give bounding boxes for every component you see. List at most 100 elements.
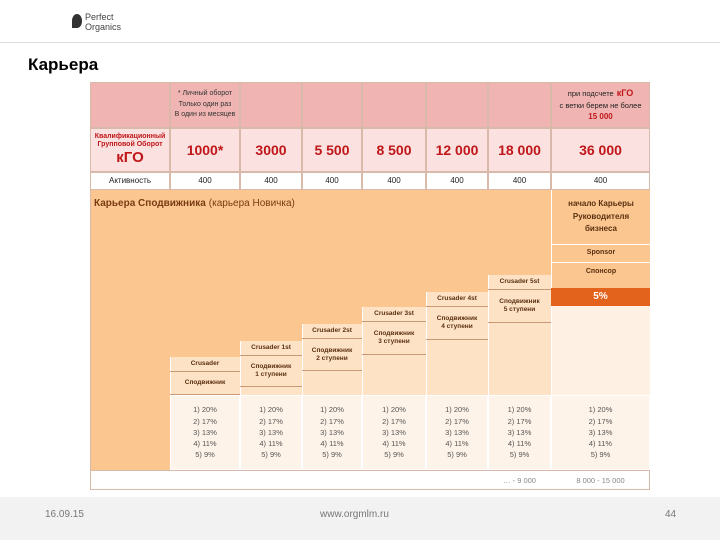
range-row [90,470,650,490]
bonus: 5) 9% [590,450,611,460]
bonus-cell: 1) 20% 2) 17% 3) 13% 4) 11% 5) 9% [488,395,551,470]
activity: 400 [450,176,464,186]
bonus: 4) 11% [320,439,344,449]
footer-page: 44 [665,509,677,520]
career-title: Карьера Сподвижника [94,198,206,209]
rank-en: Crusader 2st [312,327,352,335]
cap-em: кГО [616,88,634,99]
qual-abbr: кГО [116,149,144,167]
note-line: * Личный оборот [177,90,233,98]
rank-en-cell: Crusader 2st [302,324,362,339]
bonus-cell: 1) 20% 2) 17% 3) 13% 4) 11% 5) 9% [426,395,488,470]
volume-cell: 1000* [170,128,240,172]
bonus-cell: 1) 20% 2) 17% 3) 13% 4) 11% 5) 9% [362,395,426,470]
bonus: 5) 9% [322,450,342,460]
bonus-cell: 1) 20% 2) 17% 3) 13% 4) 11% 5) 9% [302,395,362,470]
bonus: 4) 11% [259,439,283,449]
footer-url: www.orgmlm.ru [320,509,389,520]
activity-cell: 400 [302,172,362,190]
bonus: 4) 11% [507,439,532,449]
bonus: 3) 13% [588,427,613,437]
volume: 36 000 [579,141,622,158]
rank-en: Crusader [190,360,220,368]
leader-en-cell: Sponsor [551,245,650,263]
bonus: 2) 17% [193,416,217,426]
bonus: 4) 11% [445,439,469,449]
rank-ru-cell: Сподвижник 2 ступени [302,339,362,371]
leader-title: начало Карьеры Руководителя бизнеса [568,198,634,234]
rank-ru: Сподвижник 2 ступени [311,346,353,362]
rank-ru-cell: Сподвижник 5 ступени [488,290,551,323]
rank-en: Crusader 3st [374,310,414,318]
bonus: 1) 20% [320,405,344,415]
volume: 1000* [186,141,224,158]
footer-date: 16.09.15 [45,509,84,520]
leader-bonus: 5% [593,291,608,302]
cap-pre: при подсчете [567,89,614,99]
volume-cell: 18 000 [488,128,551,172]
bonus: 4) 11% [382,439,406,449]
rank-ru: Сподвижник 5 ступени [499,298,540,313]
volume-cell: 8 500 [362,128,426,172]
logo-line: Organics [85,22,122,32]
leader-ru: Спонсор [585,267,617,275]
rank-ru: Сподвижник 4 ступени [436,315,478,330]
bonus: 5) 9% [509,450,530,460]
bonus: 2) 17% [445,416,469,426]
note-cell [240,82,302,128]
note-line: В один из месяцев [174,111,236,119]
leader-title-cell: начало Карьеры Руководителя бизнеса [551,190,650,245]
activity-cell: 400 [240,172,302,190]
rank-ru: Сподвижник 3 ступени [373,330,415,345]
note-cell [302,82,362,128]
rank-en-cell: Crusader [170,357,240,372]
bottom-rule [0,497,720,540]
leader-ru-cell: Спонсор [551,263,650,281]
bonus: 5) 9% [447,450,467,460]
career-sub: (карьера Новичка) [208,198,295,209]
rank-en-cell: Crusader 1st [240,341,302,356]
rank-en-cell: Crusader 5st [488,275,551,290]
activity: 400 [198,176,212,186]
volume: 8 500 [376,141,412,158]
activity: 400 [325,176,339,186]
volume-cell: 5 500 [302,128,362,172]
volume-cell: 3000 [240,128,302,172]
note-cell [426,82,488,128]
note-cell: при подсчете кГО с ветки берем не более 15 … [551,82,650,128]
bonus: 3) 13% [259,427,283,437]
bonus: 5) 9% [261,450,281,460]
qual-label: Квалификационный Групповой Оборот [94,132,166,148]
note-cell [488,82,551,128]
leader-bonus-cell: 5% [551,288,650,306]
range: 8 000 - 15 000 [576,475,625,485]
bonus: 3) 13% [507,427,532,437]
range-cell: … - 9 000 [488,470,551,490]
volume: 12 000 [435,141,479,158]
activity: 400 [264,176,278,186]
rank-ru-cell: Сподвижник 1 ступени [240,356,302,387]
bonus: 3) 13% [382,427,406,437]
bonus: 3) 13% [320,427,344,437]
activity: 400 [387,176,401,186]
bonus: 2) 17% [588,416,613,426]
career-heading: Карьера Сподвижника (карьера Новичка) [94,198,394,214]
activity-cell: 400 [362,172,426,190]
activity: 400 [593,176,608,186]
note-cell [90,82,170,128]
leader-en: Sponsor [586,249,616,257]
logo-icon [72,14,82,28]
logo-line: Perfect [85,12,114,22]
bonus: 3) 13% [445,427,469,437]
bonus: 2) 17% [259,416,283,426]
bonus: 5) 9% [195,450,215,460]
rank-ru-cell: Сподвижник [170,372,240,395]
range: … - 9 000 [503,475,536,485]
bonus-cell: 1) 20% 2) 17% 3) 13% 4) 11% 5) 9% [551,395,650,470]
rank-en-cell: Crusader 3st [362,307,426,322]
rank-ru: Сподвижник [184,379,226,387]
top-band [0,0,720,42]
bonus: 1) 20% [445,405,469,415]
bonus: 1) 20% [259,405,283,415]
